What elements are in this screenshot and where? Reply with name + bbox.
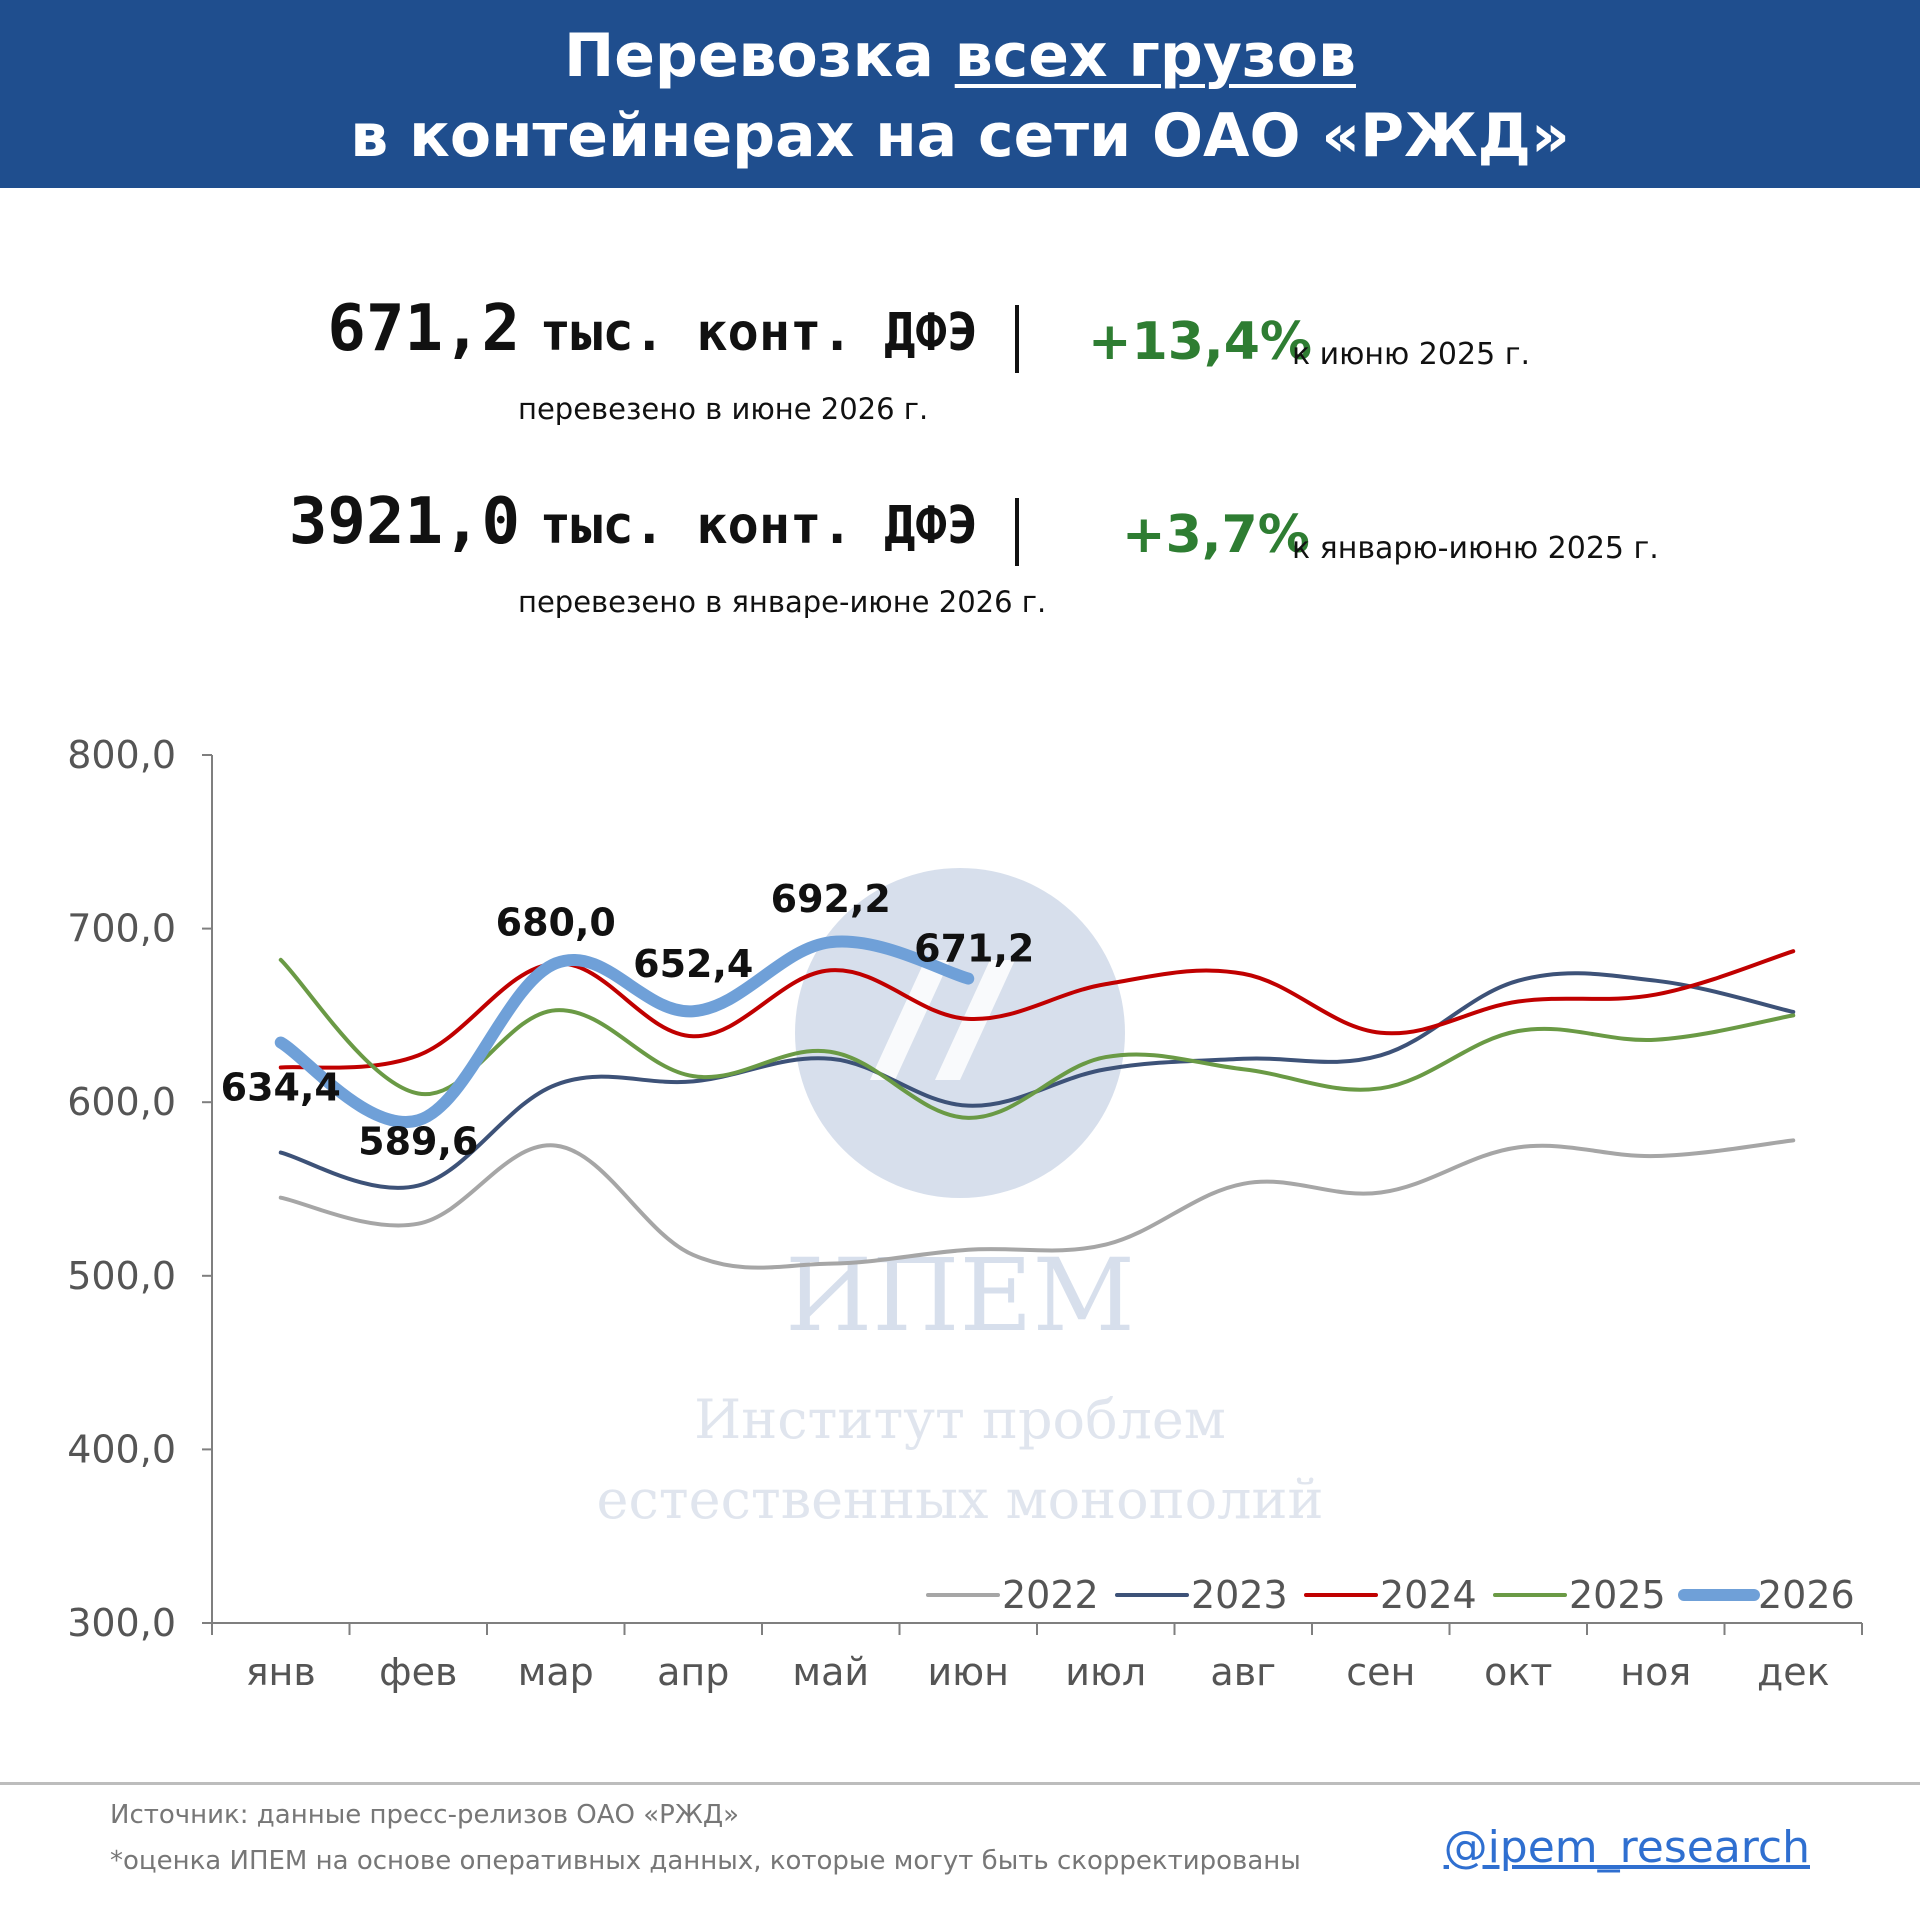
x-tick-label: авг [1210, 1650, 1276, 1694]
legend-item-2025: 2025 [1493, 1573, 1666, 1617]
footer-handle-link[interactable]: @ipem_research [1443, 1822, 1810, 1873]
legend-label: 2022 [1002, 1573, 1099, 1617]
stat-june-value-row: 671,2 тыс. конт. ДФЭ [327, 292, 978, 366]
y-tick-label: 700,0 [67, 907, 176, 951]
x-tick-label: янв [246, 1650, 316, 1694]
stat-h1-value: 3921,0 [288, 485, 521, 559]
x-tick-label: окт [1484, 1650, 1552, 1694]
watermark-logo-text: ИПЕМ [785, 1237, 1135, 1354]
stat-june-change-note: к июню 2025 г. [1292, 337, 1530, 372]
stat-h1-sub: перевезено в январе-июне 2026 г. [518, 585, 1047, 619]
x-tick-label: ноя [1620, 1650, 1691, 1694]
x-tick-label: июн [927, 1650, 1009, 1694]
legend-label: 2026 [1758, 1573, 1855, 1617]
title-line-1: Перевозка всех грузов [564, 21, 1356, 91]
y-tick-label: 800,0 [67, 733, 176, 777]
legend-item-2024: 2024 [1304, 1573, 1477, 1617]
x-tick-label: апр [657, 1650, 729, 1694]
divider-1 [1015, 305, 1019, 373]
line-chart: ИПЕМ Институт проблем естественных моноп… [67, 733, 1863, 1694]
watermark-line-1: Институт проблем [694, 1388, 1226, 1451]
watermark-line-2: естественных монополий [597, 1468, 1324, 1531]
y-tick-label: 400,0 [67, 1427, 176, 1471]
legend-label: 2024 [1380, 1573, 1477, 1617]
legend-item-2026: 2026 [1678, 1573, 1855, 1617]
legend-label: 2023 [1191, 1573, 1288, 1617]
stat-june-value: 671,2 [327, 292, 521, 366]
footer-note: *оценка ИПЕМ на основе оперативных данны… [110, 1846, 1301, 1876]
y-tick-label: 500,0 [67, 1254, 176, 1298]
series-line-2022 [278, 1138, 1796, 1270]
stat-h1-change-note: к январю-июню 2025 г. [1292, 531, 1659, 566]
stat-h1-value-row: 3921,0 тыс. конт. ДФЭ [289, 485, 978, 559]
series-line-2023 [278, 971, 1796, 1190]
title-underlined: всех грузов [954, 21, 1356, 91]
footer-divider [0, 1782, 1920, 1785]
data-label-2026: 634,4 [221, 1065, 341, 1109]
x-tick-label: мар [518, 1650, 594, 1694]
stat-june-sub: перевезено в июне 2026 г. [518, 392, 929, 426]
watermark-logo-stroke-1 [870, 960, 950, 1080]
series-line-2026 [274, 935, 975, 1128]
stat-h1-unit: тыс. конт. ДФЭ [539, 496, 978, 556]
x-tick-label: май [792, 1650, 869, 1694]
x-tick-label: фев [379, 1650, 457, 1694]
divider-2 [1015, 498, 1019, 566]
legend-item-2023: 2023 [1115, 1573, 1288, 1617]
data-label-2026: 680,0 [496, 900, 616, 944]
legend-label: 2025 [1569, 1573, 1666, 1617]
x-tick-label: сен [1346, 1650, 1415, 1694]
x-tick-label: июл [1065, 1650, 1146, 1694]
data-label-2026: 652,4 [633, 942, 753, 986]
header-banner: Перевозка всех грузов в контейнерах на с… [0, 0, 1920, 188]
footer-source: Источник: данные пресс-релизов ОАО «РЖД» [110, 1800, 740, 1830]
x-tick-label: дек [1757, 1650, 1830, 1694]
stat-june-unit: тыс. конт. ДФЭ [539, 303, 978, 363]
data-label-2026: 589,6 [358, 1119, 478, 1163]
y-tick-label: 600,0 [67, 1080, 176, 1124]
stat-june-change: +13,4% [1088, 312, 1312, 372]
data-label-2026: 692,2 [771, 877, 891, 921]
stat-h1-change: +3,7% [1122, 505, 1310, 565]
title-line-2: в контейнерах на сети ОАО «РЖД» [350, 101, 1570, 171]
legend-item-2022: 2022 [926, 1573, 1099, 1617]
series-line-2025 [278, 957, 1796, 1120]
y-tick-label: 300,0 [67, 1601, 176, 1645]
data-label-2026: 671,2 [914, 927, 1034, 971]
